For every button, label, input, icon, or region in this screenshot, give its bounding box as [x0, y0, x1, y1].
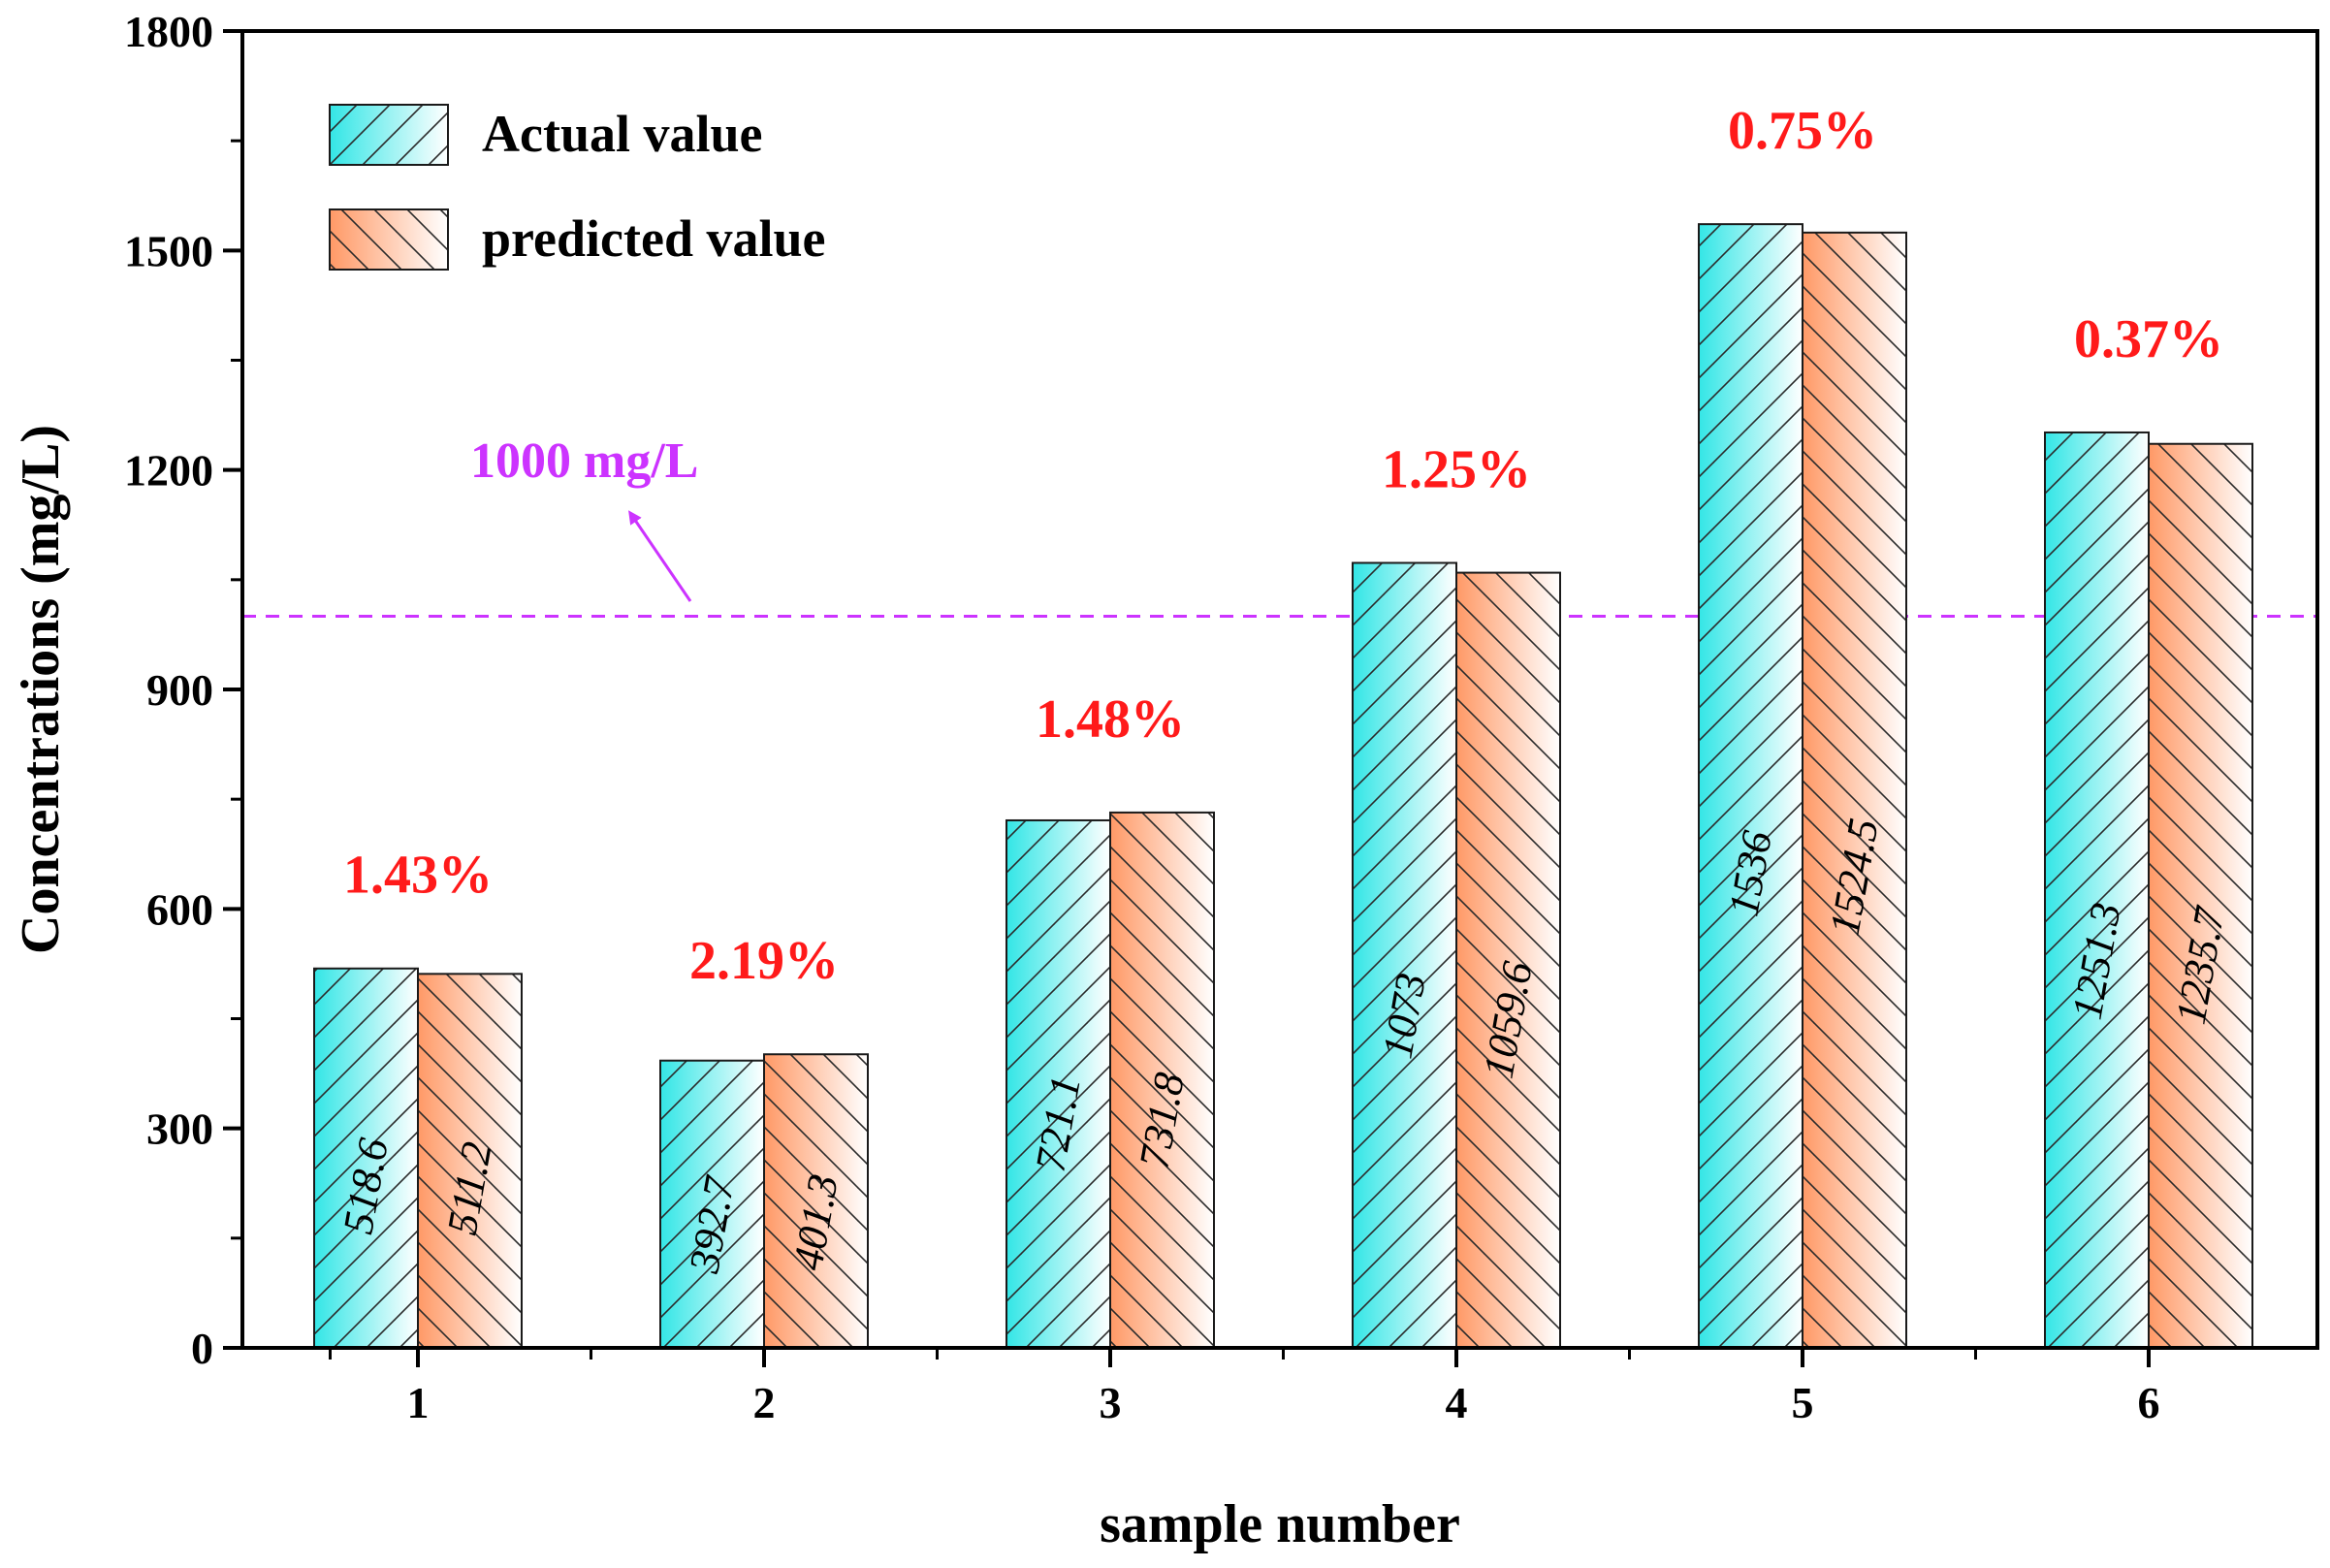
- x-tick-label-3: 3: [1100, 1378, 1122, 1427]
- bar-actual-5-hatch: [1698, 223, 1803, 1349]
- legend-label-predicted: predicted value: [482, 209, 825, 268]
- legend-label-actual: Actual value: [482, 105, 763, 163]
- y-tick-label: 0: [191, 1324, 213, 1373]
- bar-actual-1-hatch: [313, 967, 419, 1349]
- threshold-label: 1000 mg/L: [470, 433, 698, 489]
- bar-predicted-6-hatch: [2148, 442, 2253, 1350]
- error-label-4: 1.25%: [1382, 439, 1531, 499]
- x-tick-label-5: 5: [1792, 1378, 1814, 1427]
- y-axis-title: Concentrations (mg/L): [11, 425, 71, 954]
- error-label-6: 0.37%: [2074, 309, 2223, 369]
- y-tick-label: 1800: [124, 7, 213, 56]
- x-tick-label-4: 4: [1446, 1378, 1468, 1427]
- error-label-3: 1.48%: [1036, 689, 1185, 750]
- bar-predicted-5-hatch: [1802, 231, 1907, 1349]
- error-label-5: 0.75%: [1728, 101, 1877, 161]
- legend-swatch-predicted-hatch: [329, 208, 449, 271]
- y-tick-label: 600: [146, 884, 213, 934]
- y-tick-label: 300: [146, 1104, 213, 1154]
- x-tick-label-6: 6: [2138, 1378, 2160, 1427]
- bar-predicted-3-hatch: [1109, 811, 1215, 1349]
- bars-group: 518.6 511.21.43%392.7 401.32.19%721.1 731.8…: [313, 101, 2253, 1350]
- x-axis-title: sample number: [1100, 1494, 1460, 1554]
- y-tick-label: 1500: [124, 226, 213, 275]
- error-label-2: 2.19%: [689, 931, 839, 991]
- y-tick-label: 1200: [124, 446, 213, 496]
- bar-actual-6-hatch: [2044, 431, 2150, 1349]
- bar-actual-4-hatch: [1352, 561, 1457, 1349]
- axes-group: 0 300 600 900 1200 1500 1800 1 2 3 4 5 6: [124, 7, 2319, 1427]
- bar-predicted-4-hatch: [1455, 571, 1561, 1349]
- y-tick-label: 900: [146, 665, 213, 715]
- x-tick-label-2: 2: [753, 1378, 776, 1427]
- error-label-1: 1.43%: [343, 846, 493, 906]
- threshold-arrow: [628, 510, 692, 602]
- legend: Actual value predicted value: [329, 104, 825, 271]
- bar-actual-3-hatch: [1005, 818, 1111, 1349]
- bar-predicted-1-hatch: [417, 973, 523, 1349]
- bar-actual-2-hatch: [659, 1059, 765, 1349]
- x-tick-label-1: 1: [407, 1378, 430, 1427]
- legend-swatch-actual-hatch: [329, 104, 449, 166]
